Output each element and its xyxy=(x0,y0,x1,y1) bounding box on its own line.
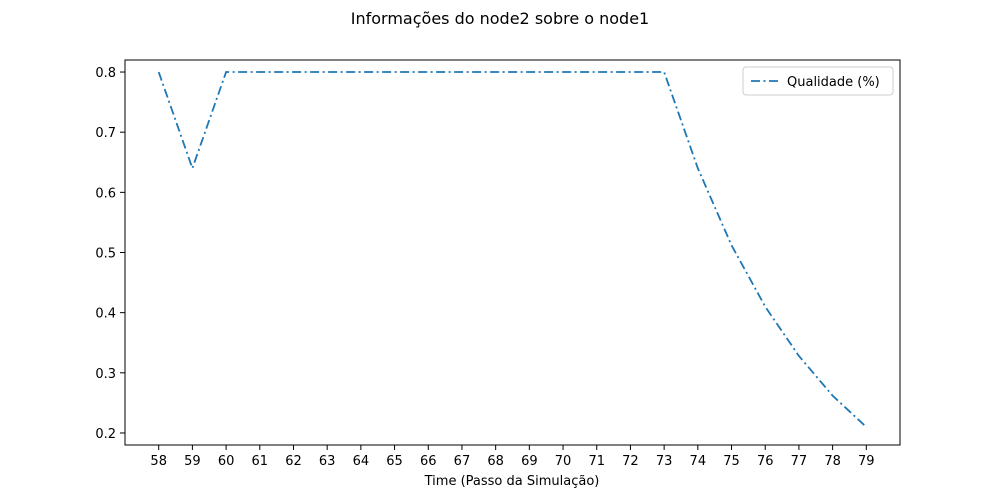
x-tick-label-68: 68 xyxy=(487,454,504,469)
series-line-0 xyxy=(157,71,867,428)
x-tick-label-65: 65 xyxy=(386,454,403,469)
x-tick-label-60: 60 xyxy=(218,454,235,469)
series-layer xyxy=(157,71,867,428)
chart-title: Informações do node2 sobre o node1 xyxy=(351,9,649,28)
x-tick-label-79: 79 xyxy=(858,454,875,469)
x-tick-label-61: 61 xyxy=(252,454,269,469)
x-tick-label-75: 75 xyxy=(723,454,740,469)
y-tick-label-0.6: 0.6 xyxy=(95,186,116,201)
x-axis-label: Time (Passo da Simulação) xyxy=(424,474,600,489)
x-tick-label-78: 78 xyxy=(824,454,841,469)
legend-box xyxy=(742,66,894,96)
x-tick-label-77: 77 xyxy=(791,454,808,469)
x-tick-label-66: 66 xyxy=(420,454,437,469)
x-tick-label-64: 64 xyxy=(353,454,370,469)
x-tick-label-62: 62 xyxy=(285,454,302,469)
x-tick-label-67: 67 xyxy=(454,454,471,469)
x-tick-label-74: 74 xyxy=(690,454,707,469)
x-tick-label-63: 63 xyxy=(319,454,336,469)
y-tick-label-0.4: 0.4 xyxy=(95,307,116,322)
x-tick-label-71: 71 xyxy=(588,454,605,469)
x-tick-label-59: 59 xyxy=(184,454,201,469)
y-tick-label-0.7: 0.7 xyxy=(95,126,116,141)
x-tick-label-69: 69 xyxy=(521,454,538,469)
y-tick-label-0.3: 0.3 xyxy=(95,367,116,382)
y-tick-label-0.2: 0.2 xyxy=(95,427,116,442)
x-tick-label-58: 58 xyxy=(150,454,167,469)
x-tick-label-72: 72 xyxy=(622,454,639,469)
x-tick-label-70: 70 xyxy=(555,454,572,469)
y-tick-label-0.8: 0.8 xyxy=(95,66,116,81)
x-tick-label-76: 76 xyxy=(757,454,774,469)
y-axis-ticks: 0.2 0.3 0.4 0.5 0.6 0.7 0.8 xyxy=(95,66,125,442)
x-tick-label-73: 73 xyxy=(656,454,673,469)
legend-label: Qualidade (%) xyxy=(787,75,880,90)
y-tick-label-0.5: 0.5 xyxy=(95,247,116,262)
x-axis-ticks: 58 59 60 61 62 63 64 65 66 67 68 69 70 71 72 73 74 75 76 77… xyxy=(150,445,875,469)
plot-frame xyxy=(124,59,901,446)
legend: Qualidade (%) xyxy=(742,66,894,96)
